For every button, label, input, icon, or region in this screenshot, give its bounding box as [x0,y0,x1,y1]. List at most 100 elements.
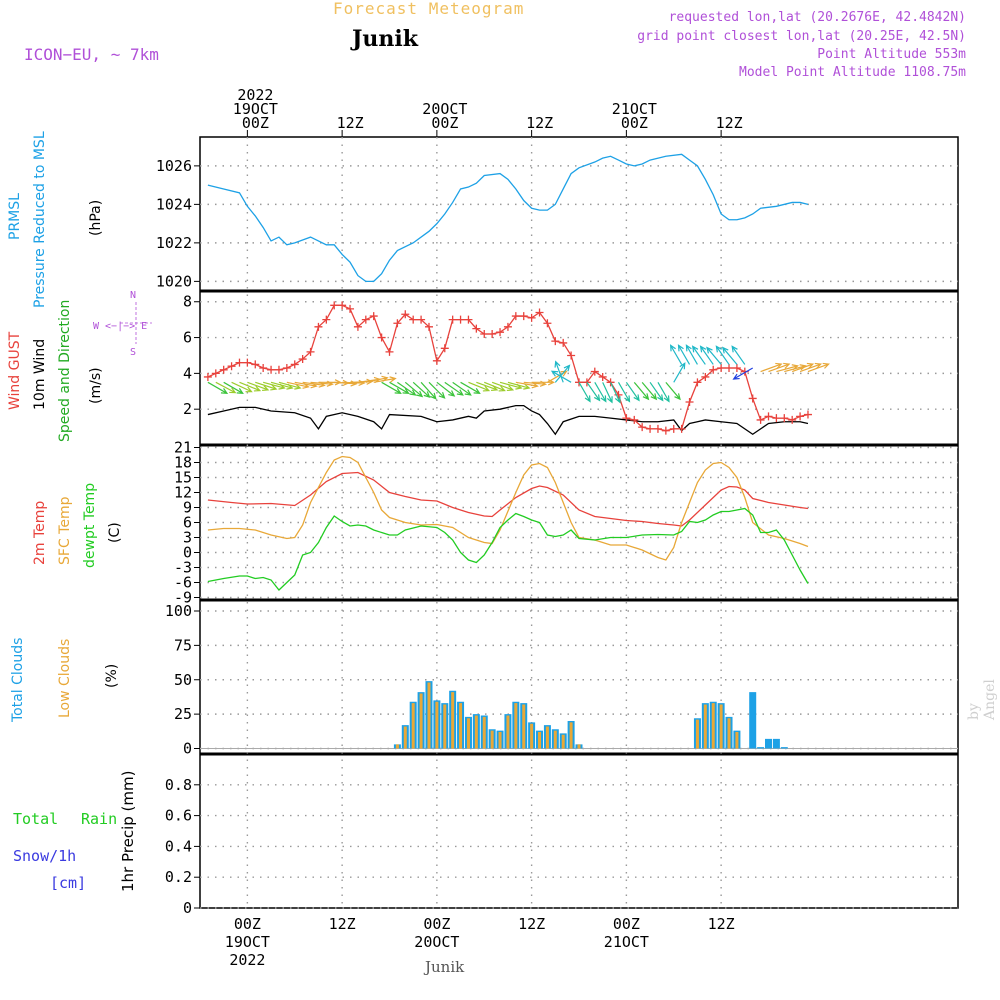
compass-cross [120,302,152,344]
wind-gust-marker [543,319,552,328]
wind-direction-arrow [231,381,253,393]
wind-direction-arrow [420,381,437,400]
low-cloud-bar [561,734,565,749]
wind-gust-marker [661,426,670,435]
wind-gust-marker [709,365,718,374]
wind-gust-marker [424,322,433,331]
temp-2m-label: 2m Temp [32,500,48,565]
wind-gust-marker [314,322,323,331]
wind-gust-marker [788,415,797,424]
low-cloud-bar [474,715,478,749]
wind-gust-marker [377,333,386,342]
y-tick-label: 1022 [156,234,192,252]
y-tick-label: 9 [183,499,192,517]
wind-gust-marker [401,310,410,319]
low-cloud-bar [545,726,549,749]
wind-gust-marker [701,372,710,381]
footer-station: Junik [425,958,465,976]
wind-direction-arrow [207,381,229,395]
time-tick-label-bottom: 00Z [613,915,640,933]
low-cloud-bar [703,704,707,749]
y-tick-label: 1024 [156,195,192,213]
wind-gust-marker [448,315,457,324]
wind-direction-arrow [278,381,302,390]
temp-sfc-label: SFC Temp [57,496,73,565]
wind-gust-marker [322,315,331,324]
low-cloud-bar [514,703,518,749]
low-cloud-bar [711,703,715,749]
wind-gust-marker [685,398,694,407]
wind-gust-marker [306,347,315,356]
time-tick-label-bottom: 00Z [423,915,450,933]
low-cloud-bar [530,723,534,749]
wind-gust-marker [393,319,402,328]
wind-gust-marker [496,328,505,337]
station-name: Junik [352,26,418,52]
wind-gust-marker [725,364,734,372]
time-tick-label-bottom: 12Z [329,915,356,933]
y-tick-label: 0.2 [165,868,192,886]
wind-direction-arrow [784,364,807,373]
wind-direction-arrow [223,381,244,395]
y-tick-label: 6 [183,329,192,347]
wind-gust-marker [227,362,236,371]
pressure-label-1: PRMSL [7,193,23,240]
wind-gust-marker [488,329,497,338]
wind-direction-arrow [691,345,706,365]
time-tick-label-bottom: 12Z [708,915,735,933]
wind-gust-label: Wind GUST [7,331,23,410]
y-tick-label: 6 [183,514,192,532]
wind-gust-marker [717,364,726,372]
wind-direction-arrow [239,381,262,392]
low-cloud-bar [522,704,526,749]
wind-gust-marker [353,322,362,331]
wind-gust-marker [346,304,355,313]
model-label: ICON−EU, ~ 7km [24,45,159,64]
wind-gust-marker [432,356,441,365]
wind-direction-arrow [610,382,621,404]
wind-direction-arrow [807,362,830,373]
wind-direction-arrow [373,376,397,383]
temp-dewpt-label: dewpt Temp [82,482,98,568]
wind-direction-arrow [491,381,515,392]
wind-direction-arrow [594,382,607,403]
wind-direction-arrow [768,362,791,373]
wind-direction-arrow [791,362,815,373]
wind-speed-line [207,404,809,436]
wind-gust-marker [693,378,702,387]
time-tick-label-top: 00Z [431,114,458,132]
wind-gust-marker [551,337,560,346]
temp-dewpt-line [207,507,809,591]
wind-direction-arrow [625,381,640,402]
wind-direction-arrow [657,382,670,403]
precip-rain-label: Rain [81,810,118,828]
time-tick-label-top: 00Z [242,114,269,132]
wind-direction-arrow [602,382,613,404]
low-cloud-bar [719,704,723,749]
low-cloud-bar [735,732,739,749]
precip-total-label: Total [13,810,59,828]
wind-gust-marker [796,412,805,421]
low-cloud-bar [498,732,502,749]
time-tick-label-bottom: 20OCT [414,933,459,951]
pressure-line [207,153,809,283]
point-altitude: Point Altitude 553m [817,47,966,62]
time-tick-label-top: 00Z [621,114,648,132]
wind-10m-label: 10m Wind [32,338,48,410]
wind-direction-arrow [436,381,456,397]
wind-gust-marker [511,312,520,321]
wind-direction-arrow [669,344,683,365]
wind-gust-marker [369,312,378,321]
low-cloud-bar [459,703,463,749]
wind-gust-marker [756,415,765,424]
wind-gust-marker [274,365,283,374]
time-tick-label-top: 2022 [237,86,273,104]
wind-gust-marker [480,329,489,338]
wind-direction-arrow [732,367,754,380]
total-cloud-bar [749,692,757,749]
y-tick-label: 100 [165,602,192,620]
wind-gust-marker [456,315,465,324]
y-tick-label: 0 [183,740,192,758]
y-tick-label: 0 [183,544,192,562]
wind-gust-marker [361,315,370,324]
